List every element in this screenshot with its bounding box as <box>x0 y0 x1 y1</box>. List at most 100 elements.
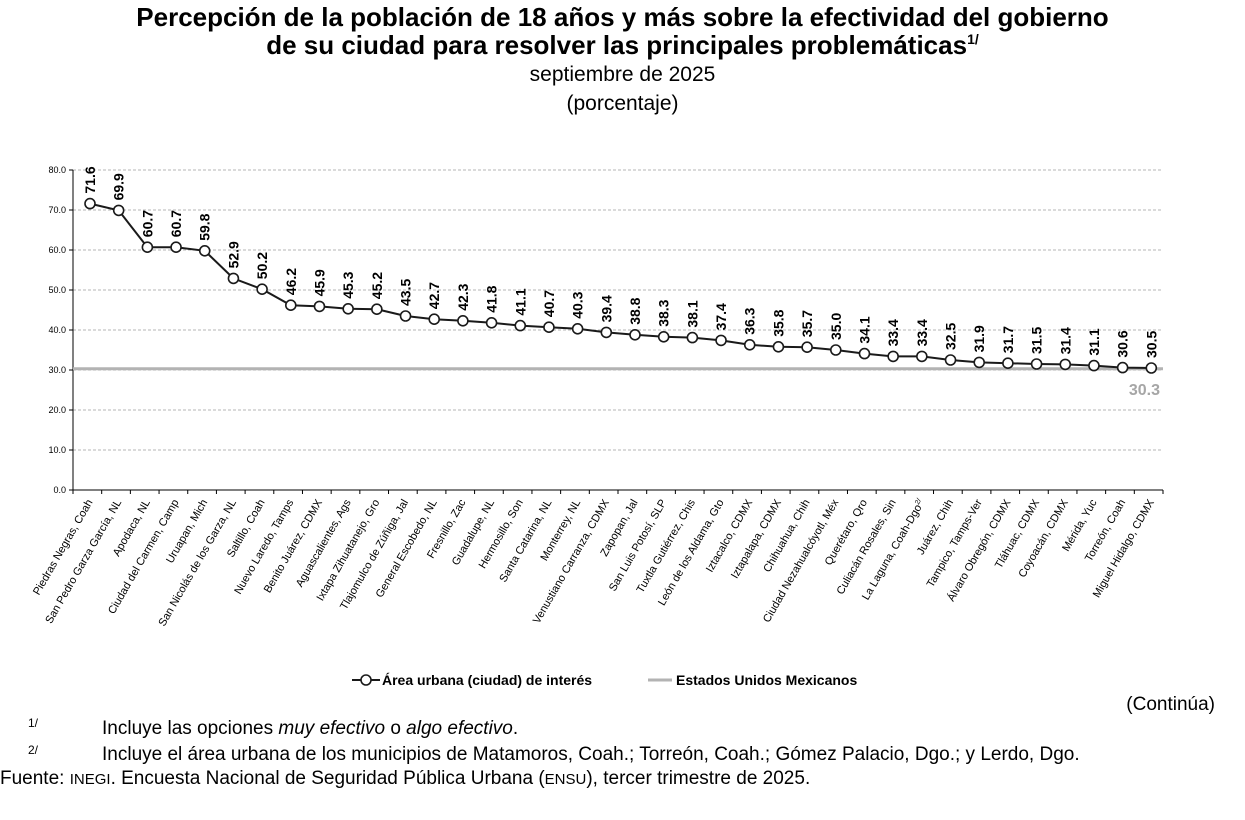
data-label: 41.8 <box>484 285 500 312</box>
data-point <box>284 299 297 311</box>
data-label: 37.4 <box>713 303 729 330</box>
data-point <box>399 310 412 322</box>
data-label: 31.9 <box>971 325 987 352</box>
data-point <box>629 329 641 341</box>
footnote-2-mark: 2/ <box>28 743 39 757</box>
footnote-1-option-2: algo efectivo <box>406 718 513 739</box>
data-label: 40.7 <box>541 290 557 317</box>
source-inegi: INEGI <box>69 771 111 788</box>
data-label: 50.2 <box>254 252 270 279</box>
footnote-1-option-1: muy efectivo <box>278 718 386 739</box>
y-tick-label: 40.0 <box>48 325 66 335</box>
data-label: 60.7 <box>168 210 184 237</box>
y-tick-label: 20.0 <box>48 405 66 415</box>
data-labels: 71.6 69.9 60.7 60.7 59.8 52.9 50.2 46.2 45.9 45.3… <box>82 166 1159 358</box>
y-tick-label: 60.0 <box>48 245 66 255</box>
data-point <box>485 317 498 329</box>
data-point <box>916 350 928 363</box>
footnote-2: Incluye el área urbana de los municipios… <box>102 744 1080 765</box>
data-label: 31.1 <box>1086 328 1102 355</box>
footnote-1-end: . <box>512 718 519 739</box>
data-point <box>514 319 527 332</box>
source-note: Fuente: INEGI. Encuesta Nacional de Segu… <box>0 768 810 791</box>
data-point <box>1145 362 1158 374</box>
data-label: 35.7 <box>799 310 815 337</box>
y-tick-label: 80.0 <box>48 165 66 175</box>
data-point <box>743 339 756 351</box>
data-label: 35.8 <box>770 309 786 336</box>
data-point <box>858 347 871 360</box>
data-point <box>657 331 670 343</box>
source-end: ), tercer trimestre de 2025. <box>586 768 811 789</box>
data-point <box>973 356 986 369</box>
source-label: Fuente: <box>0 768 70 789</box>
data-label: 34.1 <box>856 316 872 343</box>
data-point <box>1088 359 1100 372</box>
data-label: 40.3 <box>570 291 586 318</box>
data-label: 43.5 <box>398 279 414 306</box>
data-point <box>944 354 957 366</box>
data-label: 46.2 <box>283 268 299 295</box>
y-tick-label: 30.0 <box>48 365 66 375</box>
data-point <box>887 350 899 363</box>
data-point <box>1116 361 1129 374</box>
footnote-1-mid: o <box>385 718 407 739</box>
data-label: 59.8 <box>197 213 213 240</box>
data-label: 36.3 <box>742 307 758 334</box>
series-points <box>84 197 1158 374</box>
data-point <box>170 241 182 253</box>
data-point <box>801 341 813 353</box>
data-point <box>428 313 441 325</box>
data-point <box>715 334 727 347</box>
chart-title-line1: Percepción de la población de 18 años y … <box>136 2 1109 32</box>
data-label: 39.4 <box>598 295 614 322</box>
chart-title-line2-text: de su ciudad para resolver las principal… <box>266 30 968 60</box>
data-label: 42.3 <box>455 283 471 310</box>
data-label: 45.3 <box>340 271 356 298</box>
chart-unit: (porcentaje) <box>566 92 679 115</box>
data-label: 30.6 <box>1115 330 1131 357</box>
data-point <box>256 283 268 295</box>
data-label: 38.3 <box>656 299 672 326</box>
series-line-urban-area <box>89 202 1152 369</box>
y-axis-ticks: 0.0 10.0 20.0 30.0 40.0 50.0 60.0 70.0 80.0 <box>48 165 73 495</box>
data-point <box>772 341 785 353</box>
data-point <box>141 241 154 253</box>
data-label: 31.4 <box>1057 327 1073 354</box>
data-label: 71.6 <box>82 166 98 193</box>
y-tick-label: 50.0 <box>48 285 66 295</box>
data-label: 42.7 <box>426 282 442 309</box>
data-point <box>686 331 699 344</box>
data-label: 33.4 <box>914 319 930 346</box>
data-label: 31.5 <box>1029 327 1045 354</box>
chart-title-line2: de su ciudad para resolver las principal… <box>0 31 1245 59</box>
legend-series-marker <box>360 674 372 686</box>
data-label: 45.9 <box>311 269 327 296</box>
data-label: 33.4 <box>885 319 901 346</box>
x-category-label: Santa Catarina, NL <box>497 498 554 585</box>
data-point <box>1030 358 1043 370</box>
data-point <box>371 303 383 315</box>
data-point <box>600 326 613 339</box>
data-point <box>1059 358 1072 371</box>
footnote-1-mark: 1/ <box>28 716 39 730</box>
line-chart: 0.0 10.0 20.0 30.0 40.0 50.0 60.0 70.0 80.0 71.6… <box>31 165 1164 688</box>
grid-lines <box>73 169 1163 451</box>
data-point <box>313 300 326 313</box>
chart-subtitle: septiembre de 2025 <box>529 63 716 86</box>
data-label: 38.1 <box>684 300 700 327</box>
data-label: 41.1 <box>512 288 528 315</box>
data-point <box>457 315 469 327</box>
title-footnote-mark: 1/ <box>967 31 979 47</box>
footnote-1: Incluye las opciones muy efectivo o algo… <box>102 718 518 740</box>
reference-value-label: 30.3 <box>1129 382 1160 399</box>
data-point <box>1002 357 1014 369</box>
footnote-1-pre: Incluye las opciones <box>102 718 279 739</box>
y-tick-label: 0.0 <box>53 485 66 495</box>
data-point <box>198 245 211 257</box>
x-category-superscript: 2/ <box>914 497 923 506</box>
legend-series-label: Área urbana (ciudad) de interés <box>382 672 592 688</box>
data-label: 52.9 <box>225 241 241 268</box>
legend-reference-label: Estados Unidos Mexicanos <box>676 672 857 688</box>
